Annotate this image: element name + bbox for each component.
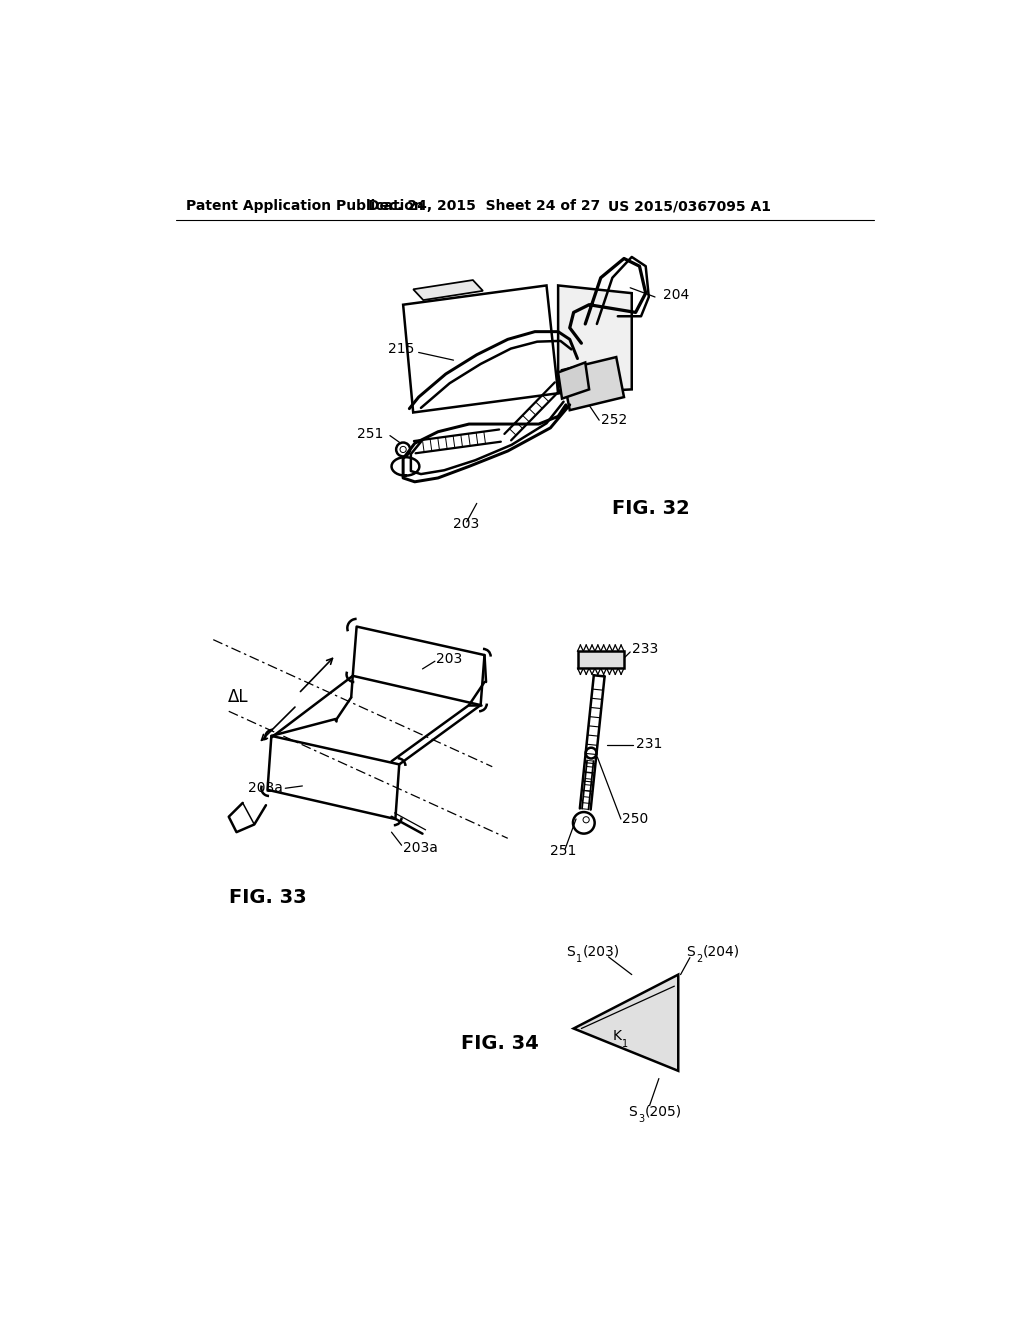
Text: ΔL: ΔL <box>227 689 248 706</box>
Bar <box>578 651 624 668</box>
Text: K: K <box>612 1030 622 1043</box>
Text: S: S <box>628 1105 637 1118</box>
Polygon shape <box>558 363 589 399</box>
Text: (203): (203) <box>583 945 621 958</box>
Text: 203: 203 <box>436 652 463 665</box>
Text: S: S <box>566 945 574 958</box>
Text: 251: 251 <box>356 428 383 441</box>
Text: Patent Application Publication: Patent Application Publication <box>186 199 424 213</box>
Text: (204): (204) <box>703 945 740 958</box>
Text: (205): (205) <box>645 1105 682 1118</box>
Text: 233: 233 <box>632 642 658 656</box>
Text: 2: 2 <box>696 954 702 964</box>
Polygon shape <box>414 280 483 300</box>
Text: 231: 231 <box>636 737 662 751</box>
Polygon shape <box>573 974 678 1071</box>
Text: 1: 1 <box>575 954 582 964</box>
Text: 203a: 203a <box>403 841 438 854</box>
Text: 204: 204 <box>663 289 689 302</box>
Text: 1: 1 <box>622 1039 628 1048</box>
Text: 215: 215 <box>388 342 415 356</box>
Text: 250: 250 <box>623 812 648 826</box>
Text: FIG. 34: FIG. 34 <box>461 1035 539 1053</box>
Text: US 2015/0367095 A1: US 2015/0367095 A1 <box>608 199 771 213</box>
Text: 251: 251 <box>550 845 577 858</box>
Polygon shape <box>562 358 624 411</box>
Text: 203a: 203a <box>248 781 283 795</box>
Text: FIG. 33: FIG. 33 <box>228 888 306 907</box>
Text: 3: 3 <box>638 1114 644 1123</box>
Text: 252: 252 <box>601 413 627 428</box>
Text: S: S <box>686 945 694 958</box>
Text: FIG. 32: FIG. 32 <box>612 499 690 519</box>
Text: Dec. 24, 2015  Sheet 24 of 27: Dec. 24, 2015 Sheet 24 of 27 <box>369 199 600 213</box>
Text: 203: 203 <box>454 517 480 531</box>
Polygon shape <box>558 285 632 393</box>
